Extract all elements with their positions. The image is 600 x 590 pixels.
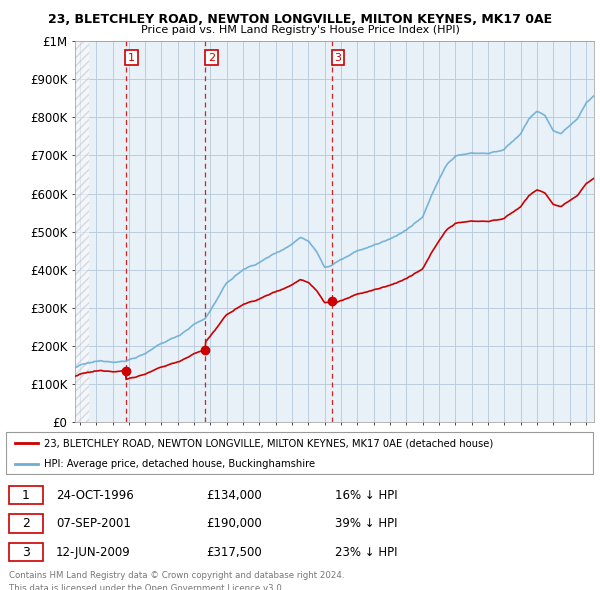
Text: 39% ↓ HPI: 39% ↓ HPI [335,517,398,530]
FancyBboxPatch shape [6,432,593,474]
Text: HPI: Average price, detached house, Buckinghamshire: HPI: Average price, detached house, Buck… [44,459,316,469]
Text: Contains HM Land Registry data © Crown copyright and database right 2024.
This d: Contains HM Land Registry data © Crown c… [9,571,344,590]
Text: 2: 2 [22,517,30,530]
Text: £317,500: £317,500 [206,546,262,559]
Text: 23% ↓ HPI: 23% ↓ HPI [335,546,398,559]
Text: 1: 1 [22,489,30,502]
FancyBboxPatch shape [9,486,43,504]
Text: 2: 2 [208,53,215,63]
FancyBboxPatch shape [9,514,43,533]
Text: £134,000: £134,000 [206,489,262,502]
Text: 07-SEP-2001: 07-SEP-2001 [56,517,131,530]
Text: 3: 3 [22,546,30,559]
Text: 16% ↓ HPI: 16% ↓ HPI [335,489,398,502]
Text: £190,000: £190,000 [206,517,262,530]
Text: 24-OCT-1996: 24-OCT-1996 [56,489,134,502]
Text: 23, BLETCHLEY ROAD, NEWTON LONGVILLE, MILTON KEYNES, MK17 0AE: 23, BLETCHLEY ROAD, NEWTON LONGVILLE, MI… [48,13,552,26]
Text: 1: 1 [128,53,135,63]
Bar [75,41,88,422]
FancyBboxPatch shape [9,543,43,562]
Text: Price paid vs. HM Land Registry's House Price Index (HPI): Price paid vs. HM Land Registry's House … [140,25,460,35]
Text: 23, BLETCHLEY ROAD, NEWTON LONGVILLE, MILTON KEYNES, MK17 0AE (detached house): 23, BLETCHLEY ROAD, NEWTON LONGVILLE, MI… [44,438,493,448]
Text: 3: 3 [335,53,341,63]
Bar [75,41,89,422]
Text: 12-JUN-2009: 12-JUN-2009 [56,546,131,559]
